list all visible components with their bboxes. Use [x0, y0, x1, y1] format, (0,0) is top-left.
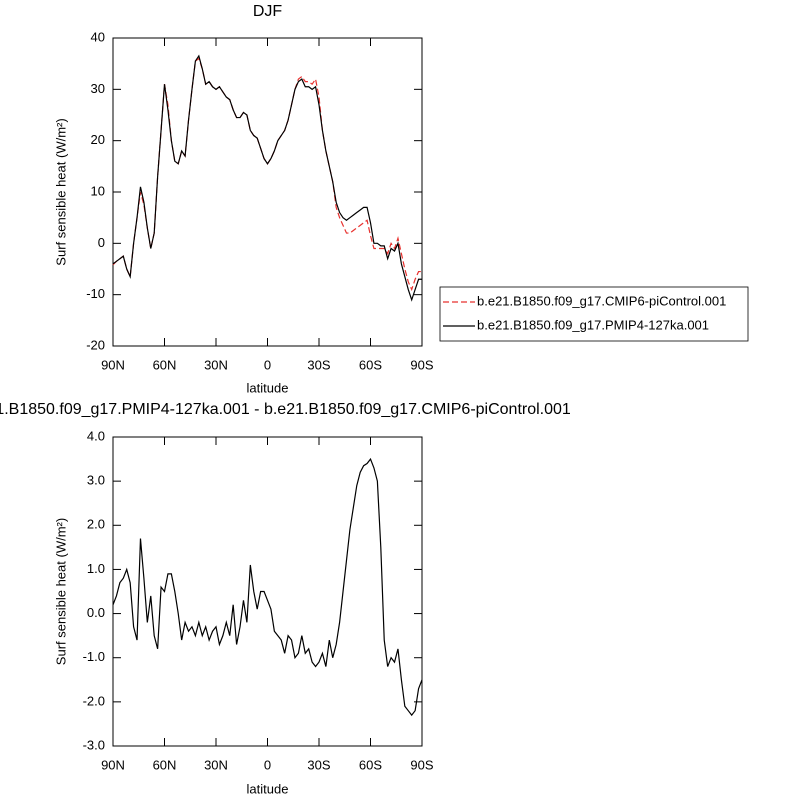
- x-tick-label: 90S: [410, 757, 433, 772]
- x-tick-label: 60N: [153, 757, 177, 772]
- y-tick-label: 30: [91, 81, 105, 96]
- y-tick-label: 0.0: [87, 605, 105, 620]
- y-axis-label: Surf sensible heat (W/m²): [53, 518, 68, 665]
- x-tick-label: 60S: [359, 357, 382, 372]
- x-tick-label: 30S: [307, 357, 330, 372]
- x-tick-label: 0: [264, 357, 271, 372]
- x-axis-label: latitude: [247, 380, 289, 395]
- x-tick-label: 0: [264, 757, 271, 772]
- x-tick-label: 90N: [101, 757, 125, 772]
- x-tick-label: 30N: [204, 757, 228, 772]
- y-tick-label: 2.0: [87, 517, 105, 532]
- y-tick-label: 0: [98, 235, 105, 250]
- chart-title: DJF: [253, 3, 283, 20]
- x-tick-label: 60S: [359, 757, 382, 772]
- y-tick-label: 4.0: [87, 428, 105, 443]
- y-tick-label: -3.0: [83, 737, 105, 752]
- y-tick-label: 1.0: [87, 561, 105, 576]
- legend-label: b.e21.B1850.f09_g17.PMIP4-127ka.001: [477, 317, 709, 332]
- data-line: [112, 54, 422, 302]
- y-tick-label: 10: [91, 183, 105, 198]
- y-tick-label: 20: [91, 132, 105, 147]
- x-tick-label: 30N: [204, 357, 228, 372]
- y-tick-label: 40: [91, 29, 105, 44]
- data-line: [112, 457, 423, 717]
- y-axis-label: Surf sensible heat (W/m²): [53, 118, 68, 265]
- legend-label: b.e21.B1850.f09_g17.CMIP6-piControl.001: [477, 293, 726, 308]
- x-tick-label: 60N: [153, 357, 177, 372]
- y-tick-label: -10: [86, 286, 105, 301]
- x-tick-label: 90N: [101, 357, 125, 372]
- x-tick-label: 30S: [307, 757, 330, 772]
- y-tick-label: -2.0: [83, 693, 105, 708]
- y-tick-label: -20: [86, 337, 105, 352]
- x-axis-label: latitude: [247, 781, 289, 796]
- legend-box: [439, 286, 749, 342]
- plot-frame: [112, 37, 423, 347]
- data-line: [112, 57, 422, 292]
- x-tick-label: 90S: [410, 357, 433, 372]
- y-tick-label: 3.0: [87, 473, 105, 488]
- y-tick-label: -1.0: [83, 649, 105, 664]
- plot-frame: [112, 436, 423, 747]
- chart-title: b.e21.B1850.f09_g17.PMIP4-127ka.001 - b.…: [0, 401, 571, 418]
